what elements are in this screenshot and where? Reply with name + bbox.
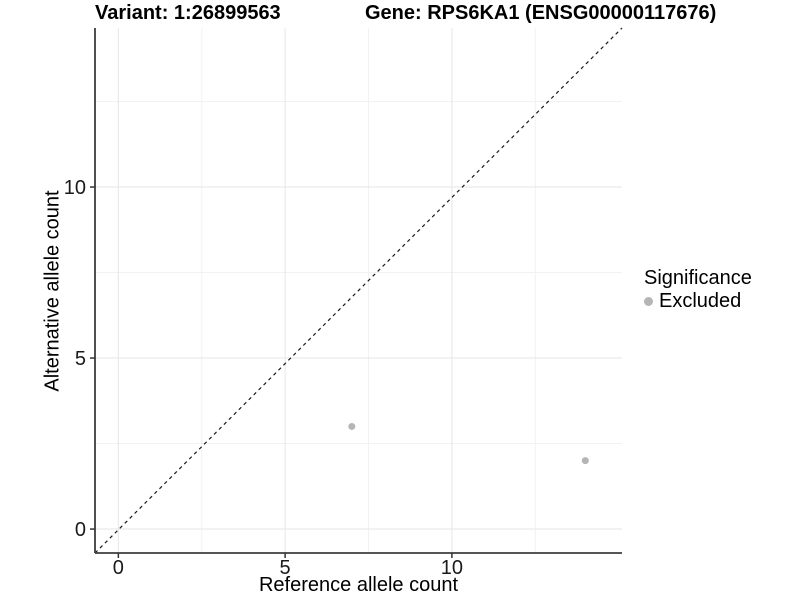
legend-item-excluded: Excluded [644, 290, 752, 312]
plot-title-variant: Variant: 1:26899563 [95, 2, 281, 24]
x-tick-label: 10 [441, 557, 463, 579]
x-tick-label: 5 [280, 557, 291, 579]
legend: Significance Excluded [644, 267, 752, 312]
y-tick-label: 10 [64, 177, 86, 199]
identity-dashed-line [94, 27, 623, 554]
data-point [581, 457, 589, 465]
y-axis-title: Alternative allele count [41, 190, 64, 392]
x-tick-label: 0 [113, 557, 124, 579]
legend-item-label: Excluded [659, 290, 742, 312]
legend-point-icon [644, 296, 653, 306]
data-point [348, 422, 356, 430]
plot-title-gene: Gene: RPS6KA1 (ENSG00000117676) [365, 2, 717, 24]
legend-title: Significance [644, 267, 752, 289]
y-tick-label: 0 [75, 519, 86, 541]
y-tick-label: 5 [75, 348, 86, 370]
x-axis-title: Reference allele count [258, 574, 458, 596]
